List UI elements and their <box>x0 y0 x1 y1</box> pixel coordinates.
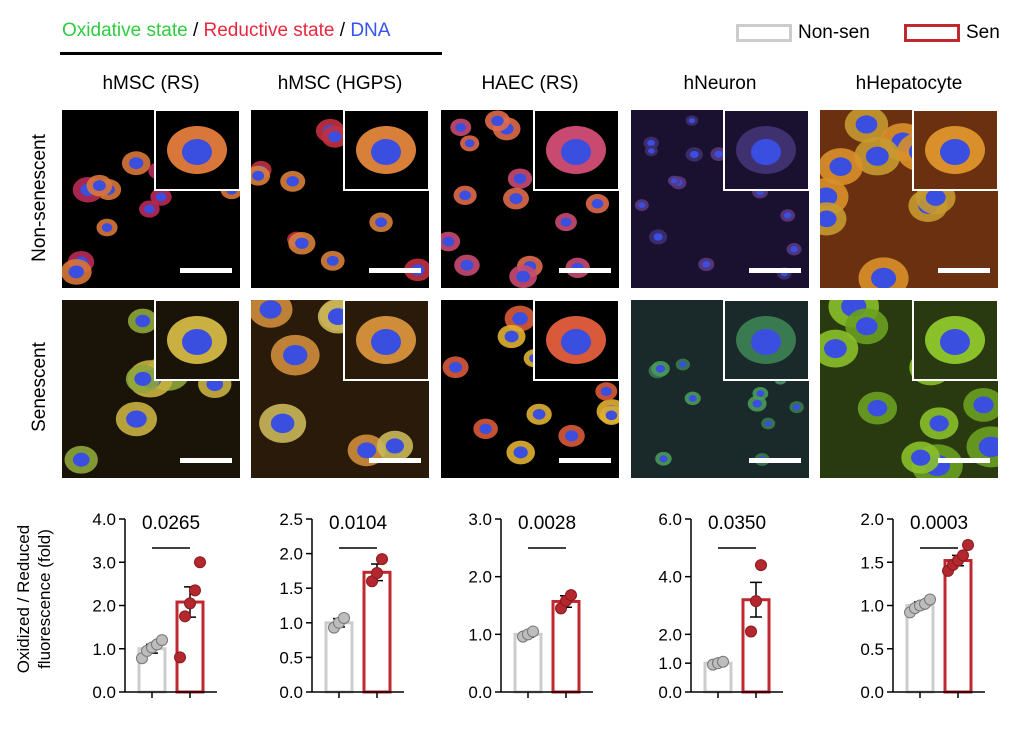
y-tick-label: 0.0 <box>860 683 884 702</box>
data-point <box>745 625 757 638</box>
data-point <box>924 593 936 606</box>
y-tick-label: 1.0 <box>860 597 884 616</box>
bar-chart-1: 0.0 1.0 2.0 3.0 4.0 0.0265 <box>92 510 217 702</box>
micrograph-image <box>820 110 998 288</box>
y-tick-label: 1.0 <box>92 640 116 659</box>
y-tick-label: 0.5 <box>279 648 303 667</box>
micrograph-image <box>62 300 240 478</box>
data-point <box>189 584 201 597</box>
y-tick-label: 1.0 <box>279 614 303 633</box>
y-tick-label: 1.5 <box>279 579 303 598</box>
micrograph-image <box>251 110 429 288</box>
y-tick-label: 6.0 <box>658 510 682 529</box>
data-point <box>755 559 767 572</box>
micrograph-panel <box>820 300 998 478</box>
data-point <box>750 595 762 608</box>
bar-chart-2: 0.0 0.5 1.0 1.5 2.0 2.5 0.0104 <box>279 510 404 702</box>
y-tick-label: 4.0 <box>92 510 116 529</box>
dna-label: DNA <box>350 20 391 41</box>
micrograph-panel <box>441 300 619 478</box>
p-value-label: 0.0028 <box>518 513 576 534</box>
legend-separator: / <box>334 20 351 41</box>
p-value-label: 0.0104 <box>329 513 388 534</box>
bar-chart-4: 0.0 1.0 2.0 4.0 6.0 0.0350 <box>658 510 783 702</box>
oxidative-state-label: Oxidative state <box>62 20 188 41</box>
sen-bar <box>551 599 581 694</box>
data-point <box>565 589 577 602</box>
data-point <box>194 556 206 569</box>
stain-legend: Oxidative state / Reductive state / DNA <box>62 20 390 42</box>
micrograph-panel <box>631 300 809 478</box>
p-value-label: 0.0003 <box>910 513 968 534</box>
micrograph-image <box>251 300 429 478</box>
y-tick-label: 1.0 <box>468 625 492 644</box>
data-point <box>527 625 539 638</box>
y-tick-label: 1.0 <box>658 654 682 673</box>
data-point <box>174 651 186 664</box>
y-tick-label: 2.0 <box>860 510 884 529</box>
legend-separator: / <box>187 20 204 41</box>
column-title-haec-rs: HAEC (RS) <box>481 73 579 94</box>
bar-chart-3: 0.0 1.0 2.0 3.0 0.0028 <box>468 510 593 702</box>
y-tick-label: 0.0 <box>658 683 682 702</box>
micrograph-panel <box>251 300 429 478</box>
data-point <box>962 538 974 551</box>
y-tick-label: 2.0 <box>279 545 303 564</box>
column-title-hneuron: hNeuron <box>683 73 757 94</box>
micrograph-panel <box>820 110 998 288</box>
nonsen-legend-label: Non-sen <box>798 22 870 43</box>
y-tick-label: 2.0 <box>92 597 116 616</box>
micrograph-panel <box>62 110 240 288</box>
data-point <box>156 634 168 647</box>
y-tick-label: 0.5 <box>860 640 884 659</box>
y-tick-label: 4.0 <box>658 568 682 587</box>
data-point <box>717 655 729 668</box>
y-tick-label: 0.0 <box>279 683 303 702</box>
nonsen-bar <box>905 604 935 694</box>
nonsen-bar <box>324 621 354 694</box>
y-tick-label: 3.0 <box>92 553 116 572</box>
data-point <box>184 597 196 610</box>
micrograph-image <box>441 110 619 288</box>
y-tick-label: 2.0 <box>658 625 682 644</box>
sen-bar <box>362 570 392 694</box>
bar-chart-5: 0.0 0.5 1.0 1.5 2.0 0.0003 <box>860 510 985 702</box>
column-title-hmsc-rs: hMSC (RS) <box>102 73 200 94</box>
y-tick-label: 0.0 <box>468 683 492 702</box>
micrograph-image <box>820 300 998 478</box>
data-point <box>338 611 350 624</box>
column-title-hhepatocyte: hHepatocyte <box>855 73 963 94</box>
nonsen-legend-swatch <box>736 24 792 42</box>
micrograph-image <box>62 110 240 288</box>
micrograph-panel <box>62 300 240 478</box>
p-value-label: 0.0350 <box>708 513 766 534</box>
micrograph-image <box>631 300 809 478</box>
micrograph-panel <box>251 110 429 288</box>
data-point <box>371 566 383 579</box>
y-tick-label: 2.0 <box>468 568 492 587</box>
sen-legend-swatch <box>904 24 960 42</box>
reductive-state-label: Reductive state <box>203 20 335 41</box>
data-point <box>376 553 388 566</box>
micrograph-panel <box>441 110 619 288</box>
micrograph-panel <box>631 110 809 288</box>
nonsen-bar <box>513 632 543 694</box>
y-tick-label: 2.5 <box>279 510 303 529</box>
title-underline <box>60 52 442 55</box>
column-title-hmsc-hgps: hMSC (HGPS) <box>277 73 403 94</box>
p-value-label: 0.0265 <box>142 513 200 534</box>
sen-bar <box>943 559 973 694</box>
data-point <box>957 549 969 562</box>
data-point <box>179 610 191 623</box>
sen-legend-label: Sen <box>966 22 1000 43</box>
y-tick-label: 0.0 <box>92 683 116 702</box>
micrograph-image <box>441 300 619 478</box>
y-tick-label: 3.0 <box>468 510 492 529</box>
y-tick-label: 1.5 <box>860 553 884 572</box>
micrograph-image <box>631 110 809 288</box>
